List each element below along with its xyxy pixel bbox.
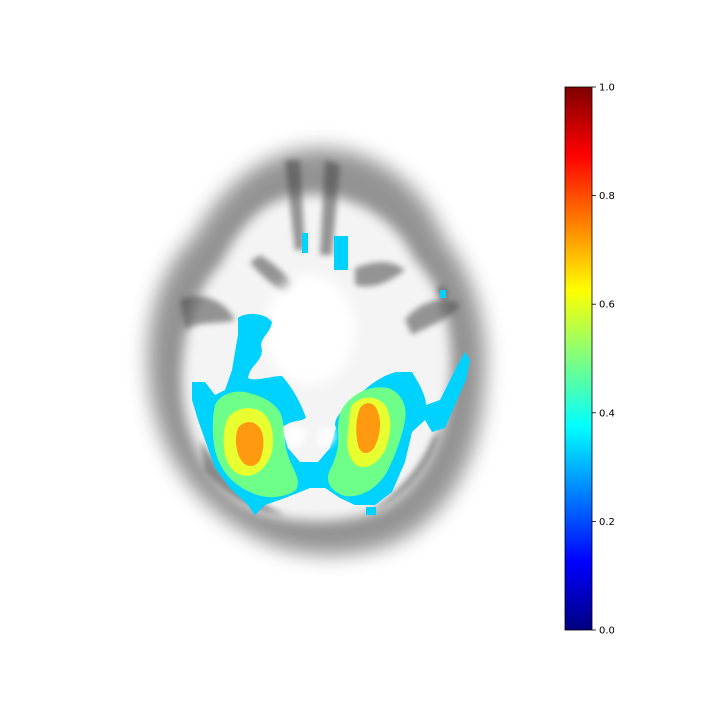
heatmap-overlay [192, 233, 470, 515]
colorbar-gradient [565, 87, 592, 630]
colorbar-tick-label: 0.6 [599, 300, 615, 311]
colorbar-tick-label: 0.4 [599, 408, 615, 419]
colorbar: 0.0 0.2 0.4 0.6 0.8 1.0 [564, 83, 615, 637]
colorbar-tick-label: 1.0 [599, 83, 615, 94]
heatmap-peak-orange-region [235, 403, 381, 466]
colorbar-ticks: 0.0 0.2 0.4 0.6 0.8 1.0 [592, 83, 615, 637]
heatmap-central-gap [285, 426, 336, 448]
colorbar-tick-label: 0.2 [599, 517, 615, 528]
colorbar-tick-label: 0.0 [599, 626, 615, 637]
colorbar-tick-label: 0.8 [599, 191, 615, 202]
brain-slice [148, 148, 486, 555]
colorbar-frame [564, 86, 593, 631]
brain-ventricle [265, 275, 355, 385]
